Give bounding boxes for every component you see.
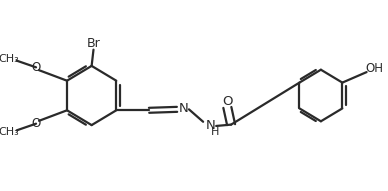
Text: N: N [206,119,215,132]
Text: CH₃: CH₃ [0,127,19,137]
Text: CH₃: CH₃ [0,54,19,64]
Text: O: O [31,61,41,74]
Text: O: O [31,117,41,130]
Text: N: N [179,102,189,115]
Text: H: H [211,127,220,137]
Text: Br: Br [87,37,100,50]
Text: O: O [222,95,233,108]
Text: OH: OH [365,62,383,75]
